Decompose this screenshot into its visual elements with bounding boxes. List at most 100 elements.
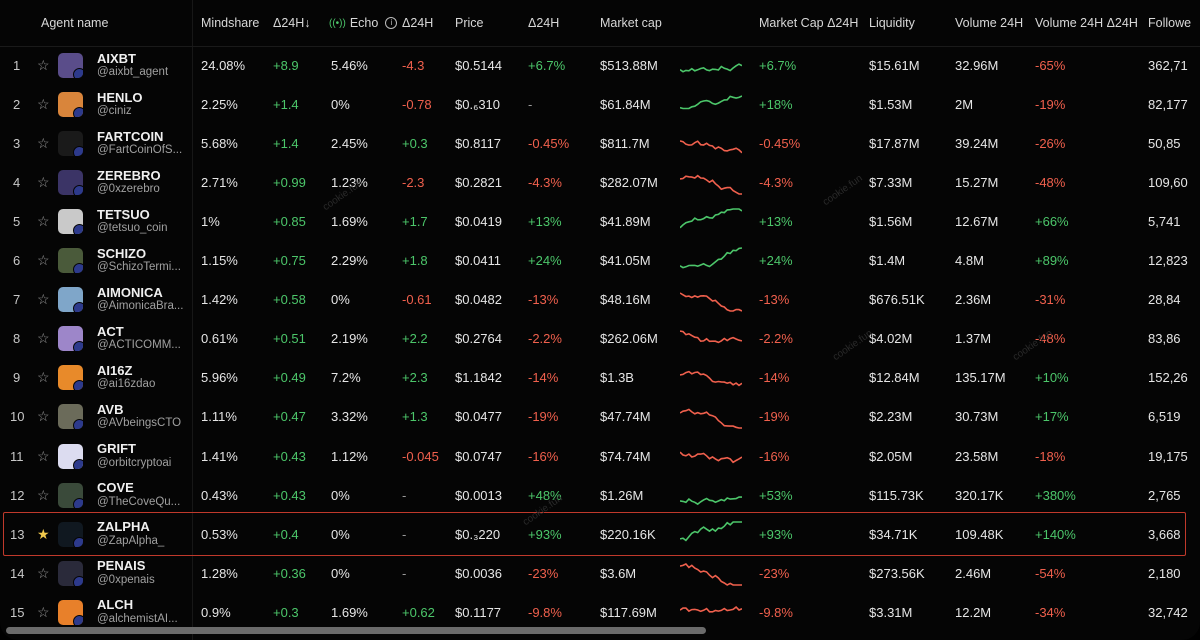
table-row[interactable]: 15 ☆ ALCH @alchemistAI... 0.9% +0.3 1.69% +0.62… xyxy=(0,593,1200,632)
mc-delta-value: -4.3% xyxy=(759,175,793,191)
favorite-star-icon[interactable]: ☆ xyxy=(37,564,50,581)
agent-name[interactable]: AVB xyxy=(97,401,124,417)
agent-name[interactable]: TETSUO xyxy=(97,206,150,222)
agent-name[interactable]: FARTCOIN xyxy=(97,128,164,144)
agent-name[interactable]: SCHIZO xyxy=(97,245,147,261)
agent-name[interactable]: HENLO xyxy=(97,89,143,105)
header-volume-delta[interactable]: Volume 24H Δ24H xyxy=(1035,16,1138,30)
horizontal-scrollbar[interactable] xyxy=(6,627,706,634)
agent-handle[interactable]: @FartCoinOfS... xyxy=(97,144,183,157)
agent-handle[interactable]: @0xpenais xyxy=(97,573,155,586)
agent-handle[interactable]: @tetsuo_coin xyxy=(97,222,168,235)
agent-handle[interactable]: @aixbt_agent xyxy=(97,66,169,78)
agent-handle[interactable]: @orbitcryptoai xyxy=(97,456,172,469)
agent-name-cell[interactable]: AIMONICA @AimonicaBra... xyxy=(97,284,183,315)
agent-name-cell[interactable]: COVE @TheCoveQu... xyxy=(97,480,180,511)
favorite-star-icon[interactable]: ☆ xyxy=(37,57,50,73)
table-row[interactable]: 9 ☆ AI16Z @ai16zdao 5.96% +0.49 7.2% +2.3 $1.184… xyxy=(0,358,1200,397)
price-delta-value: -9.8% xyxy=(528,604,562,620)
favorite-star-icon[interactable]: ☆ xyxy=(37,330,50,347)
mc-delta-value: +24% xyxy=(759,253,793,269)
table-row[interactable]: 11 ☆ GRIFT @orbitcryptoai 1.41% +0.43 1.12% -0.… xyxy=(0,437,1200,476)
agent-name[interactable]: ZEREBRO xyxy=(97,167,161,183)
followers-value: 3,668 xyxy=(1148,526,1181,542)
favorite-star-icon[interactable]: ☆ xyxy=(37,369,50,386)
header-liquidity[interactable]: Liquidity xyxy=(869,16,915,30)
avatar xyxy=(58,131,83,157)
favorite-star-icon[interactable]: ☆ xyxy=(37,486,50,503)
price-delta-value: +6.7% xyxy=(528,58,566,73)
table-row[interactable]: 13 ★ ZALPHA @ZapAlpha_ 0.53% +0.4 0% - $0.₃220 +9… xyxy=(0,515,1200,554)
agent-name-cell[interactable]: TETSUO @tetsuo_coin xyxy=(97,206,168,237)
volume-value: 12.2M xyxy=(955,604,992,620)
agent-name[interactable]: COVE xyxy=(97,480,134,496)
favorite-star-icon[interactable]: ☆ xyxy=(37,291,50,308)
header-mindshare[interactable]: Mindshare xyxy=(201,16,260,30)
table-row[interactable]: 1 ☆ AIXBT @aixbt_agent 24.08% +8.9 5.46% -4.3 $0… xyxy=(0,46,1200,85)
header-volume[interactable]: Volume 24H xyxy=(955,16,1024,30)
agent-name-cell[interactable]: AIXBT @aixbt_agent xyxy=(97,50,168,81)
table-row[interactable]: 10 ☆ AVB @AVbeingsCTO 1.11% +0.47 3.32% +1.3 $0.… xyxy=(0,397,1200,436)
table-row[interactable]: 7 ☆ AIMONICA @AimonicaBra... 1.42% +0.58 0% -0.… xyxy=(0,280,1200,319)
agent-name-cell[interactable]: HENLO @ciniz xyxy=(97,89,143,120)
agent-handle[interactable]: @TheCoveQu... xyxy=(97,495,181,508)
agent-name-cell[interactable]: ZALPHA @ZapAlpha_ xyxy=(97,519,164,550)
header-market-cap-delta[interactable]: Market Cap Δ24H xyxy=(759,16,859,30)
header-followers[interactable]: Followe xyxy=(1148,16,1192,30)
table-row[interactable]: 4 ☆ ZEREBRO @0xzerebro 2.71% +0.99 1.23% -2.3 $0… xyxy=(0,163,1200,202)
header-price-delta[interactable]: Δ24H xyxy=(528,16,560,30)
table-row[interactable]: 2 ☆ HENLO @ciniz 2.25% +1.4 0% -0.78 $0.₆310 - $61… xyxy=(0,85,1200,124)
header-market-cap[interactable]: Market cap xyxy=(600,16,662,30)
agent-handle[interactable]: @alchemistAI... xyxy=(97,612,178,625)
favorite-star-icon[interactable]: ☆ xyxy=(37,252,50,269)
favorite-star-icon[interactable]: ☆ xyxy=(37,408,50,425)
header-price[interactable]: Price xyxy=(455,16,484,30)
table-row[interactable]: 14 ☆ PENAIS @0xpenais 1.28% +0.36 0% - $0.0036 -2… xyxy=(0,554,1200,593)
agent-name[interactable]: GRIFT xyxy=(97,441,136,456)
favorite-star-icon[interactable]: ★ xyxy=(37,525,50,542)
agent-name-cell[interactable]: AI16Z @ai16zdao xyxy=(97,362,155,393)
agent-name[interactable]: AIXBT xyxy=(97,50,136,66)
agent-name-cell[interactable]: SCHIZO @SchizoTermi... xyxy=(97,245,181,276)
agent-handle[interactable]: @ZapAlpha_ xyxy=(97,534,165,547)
agent-handle[interactable]: @ACTICOMM... xyxy=(97,339,181,352)
info-icon[interactable]: i xyxy=(385,17,398,29)
agent-handle[interactable]: @ciniz xyxy=(97,105,132,118)
agent-name-cell[interactable]: ACT @ACTICOMM... xyxy=(97,323,181,354)
agent-name-cell[interactable]: PENAIS @0xpenais xyxy=(97,558,155,589)
favorite-star-icon[interactable]: ☆ xyxy=(37,213,50,230)
header-echo[interactable]: ((•)) Echo i xyxy=(329,0,398,46)
table-row[interactable]: 12 ☆ COVE @TheCoveQu... 0.43% +0.43 0% - $0.0013… xyxy=(0,476,1200,515)
agent-name-cell[interactable]: ALCH @alchemistAI... xyxy=(97,597,178,628)
header-agent-name[interactable]: Agent name xyxy=(41,16,109,30)
agent-handle[interactable]: @AimonicaBra... xyxy=(97,300,184,313)
agent-name[interactable]: ALCH xyxy=(97,597,134,613)
agent-handle[interactable]: @ai16zdao xyxy=(97,378,156,391)
agent-name-cell[interactable]: GRIFT @orbitcryptoai xyxy=(97,441,171,472)
table-row[interactable]: 5 ☆ TETSUO @tetsuo_coin 1% +0.85 1.69% +1.7 $0.0… xyxy=(0,202,1200,241)
favorite-star-icon[interactable]: ☆ xyxy=(37,174,50,191)
table-row[interactable]: 3 ☆ FARTCOIN @FartCoinOfS... 5.68% +1.4 2.45% +… xyxy=(0,124,1200,163)
price-delta-value: +48% xyxy=(528,487,562,503)
agent-name-cell[interactable]: AVB @AVbeingsCTO xyxy=(97,401,181,432)
avatar xyxy=(58,560,83,586)
agent-name[interactable]: ACT xyxy=(97,323,124,339)
favorite-star-icon[interactable]: ☆ xyxy=(37,135,50,152)
agent-name[interactable]: PENAIS xyxy=(97,558,146,574)
agent-name-cell[interactable]: FARTCOIN @FartCoinOfS... xyxy=(97,128,182,159)
agent-name[interactable]: AIMONICA xyxy=(97,284,163,300)
table-row[interactable]: 8 ☆ ACT @ACTICOMM... 0.61% +0.51 2.19% +2.2 $0.2… xyxy=(0,319,1200,358)
favorite-star-icon[interactable]: ☆ xyxy=(37,603,50,620)
mindshare-delta-value: +0.36 xyxy=(273,565,306,581)
agent-handle[interactable]: @SchizoTermi... xyxy=(97,261,181,274)
table-row[interactable]: 6 ☆ SCHIZO @SchizoTermi... 1.15% +0.75 2.29% +1… xyxy=(0,241,1200,280)
agent-name-cell[interactable]: ZEREBRO @0xzerebro xyxy=(97,167,161,198)
agent-handle[interactable]: @AVbeingsCTO xyxy=(97,417,182,430)
favorite-star-icon[interactable]: ☆ xyxy=(37,96,50,113)
header-echo-delta[interactable]: Δ24H xyxy=(402,16,434,30)
agent-name[interactable]: AI16Z xyxy=(97,362,133,378)
header-mindshare-delta[interactable]: Δ24H↓ xyxy=(273,16,311,30)
agent-handle[interactable]: @0xzerebro xyxy=(97,183,160,196)
agent-name[interactable]: ZALPHA xyxy=(97,519,150,535)
favorite-star-icon[interactable]: ☆ xyxy=(37,447,50,464)
